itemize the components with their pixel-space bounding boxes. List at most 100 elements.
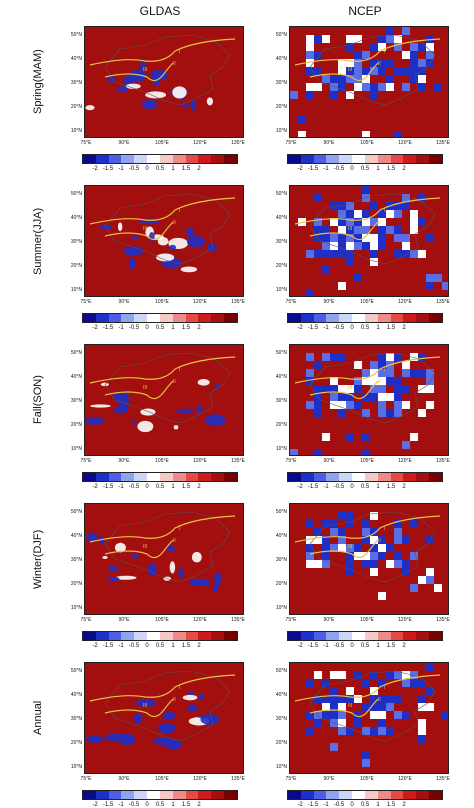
lat-tick-label: 30°N [275,80,287,86]
colorbar-swatch [224,473,237,481]
colorbar-swatch [352,314,365,322]
colorbar-tick-label: 0.5 [360,484,370,490]
lat-tick-label: 10°N [70,446,82,452]
colorbar-tick-label: 2 [402,166,406,172]
lon-tick-label: 120°E [193,617,207,623]
colorbar-swatch [313,314,327,322]
colorbar-swatch [108,314,122,322]
colorbar-swatch [172,791,186,799]
row-label: Annual [32,700,44,736]
region-label: II [173,220,176,226]
colorbar-tick-label: -2 [92,325,98,331]
colorbar-tick-label: -2 [92,166,98,172]
colorbar-swatch [339,155,353,163]
lon-tick-label: 120°E [398,140,412,146]
region-label: II [173,61,176,67]
lon-tick-label: 105°E [155,776,169,782]
colorbar-swatch [403,473,417,481]
lat-tick-label: 30°N [70,80,82,86]
colorbar-swatch [185,632,199,640]
colorbar-tick-label: 0 [350,643,354,649]
colorbar-swatch [172,314,186,322]
colorbar-swatch [352,155,365,163]
colorbar-tick-label: 0.5 [360,643,370,649]
colorbar-tick-label: 2 [402,643,406,649]
colorbar-tick-label: 1.5 [386,166,396,172]
lon-tick-label: 90°E [323,617,335,623]
lon-tick-label: 90°E [323,140,335,146]
colorbar-swatch [429,791,442,799]
colorbar-swatch [159,632,173,640]
lat-tick-label: 20°N [275,104,287,110]
lon-tick-label: 90°E [323,776,335,782]
colorbar [287,154,443,164]
lat-tick-label: 30°N [275,716,287,722]
lat-tick-label: 40°N [275,692,287,698]
colorbar [287,790,443,800]
colorbar-swatch [159,473,173,481]
lon-tick-label: 75°E [285,458,297,464]
colorbar-swatch [416,314,430,322]
lat-tick-label: 10°N [70,605,82,611]
colorbar-swatch [300,791,314,799]
colorbar-swatch [416,632,430,640]
colorbar-tick-label: -2 [92,802,98,808]
colorbar-tick-label: 0.5 [360,325,370,331]
colorbar-tick-label: -1 [323,484,329,490]
colorbar-swatch [159,314,173,322]
lon-tick-label: 120°E [398,776,412,782]
colorbar-tick-label: 0 [145,484,149,490]
colorbar-swatch [211,155,225,163]
colorbar-swatch [147,155,160,163]
lon-tick-label: 75°E [80,776,92,782]
colorbar-swatch [108,473,122,481]
colorbar-tick-label: 1.5 [386,484,396,490]
colorbar-swatch [288,314,301,322]
colorbar-swatch [83,791,96,799]
colorbar-swatch [416,473,430,481]
colorbar-swatch [390,791,404,799]
lat-tick-label: 30°N [275,398,287,404]
colorbar-tick-label: 0 [350,166,354,172]
lat-tick-label: 20°N [275,740,287,746]
lon-tick-label: 135°E [231,617,245,623]
colorbar [287,631,443,641]
region-label: I [384,49,385,55]
colorbar-swatch [121,473,135,481]
colorbar-swatch [147,473,160,481]
region-label: III [143,226,147,232]
colorbar-tick-label: -0.5 [333,325,345,331]
colorbar-swatch [377,155,391,163]
colorbar-tick-label: 2 [197,802,201,808]
region-label: III [143,544,147,550]
lat-tick-label: 50°N [70,509,82,515]
colorbar-swatch [172,155,186,163]
region-label: III [348,703,352,709]
lat-tick-label: 40°N [70,56,82,62]
colorbar-swatch [403,632,417,640]
lon-tick-label: 120°E [193,776,207,782]
lat-tick-label: 40°N [70,215,82,221]
colorbar-tick-label: -1 [118,166,124,172]
colorbar-swatch [147,314,160,322]
region-label: III [143,385,147,391]
colorbar-swatch [403,155,417,163]
lon-tick-label: 120°E [193,458,207,464]
colorbar-swatch [326,632,340,640]
region-label: II [173,697,176,703]
lon-tick-label: 75°E [285,617,297,623]
colorbar-swatch [95,314,109,322]
colorbar-swatch [134,473,148,481]
colorbar-swatch [95,473,109,481]
lon-tick-label: 75°E [80,617,92,623]
colorbar-swatch [326,155,340,163]
colorbar-tick-label: -1.5 [102,802,114,808]
colorbar-tick-label: -2 [297,166,303,172]
colorbar-swatch [390,155,404,163]
lat-tick-label: 50°N [275,668,287,674]
map-panel-gldas: II I III [84,344,244,456]
colorbar-tick-label: -0.5 [333,166,345,172]
lat-tick-label: 50°N [70,191,82,197]
colorbar-tick-label: 1 [171,325,175,331]
lat-tick-label: 30°N [70,557,82,563]
